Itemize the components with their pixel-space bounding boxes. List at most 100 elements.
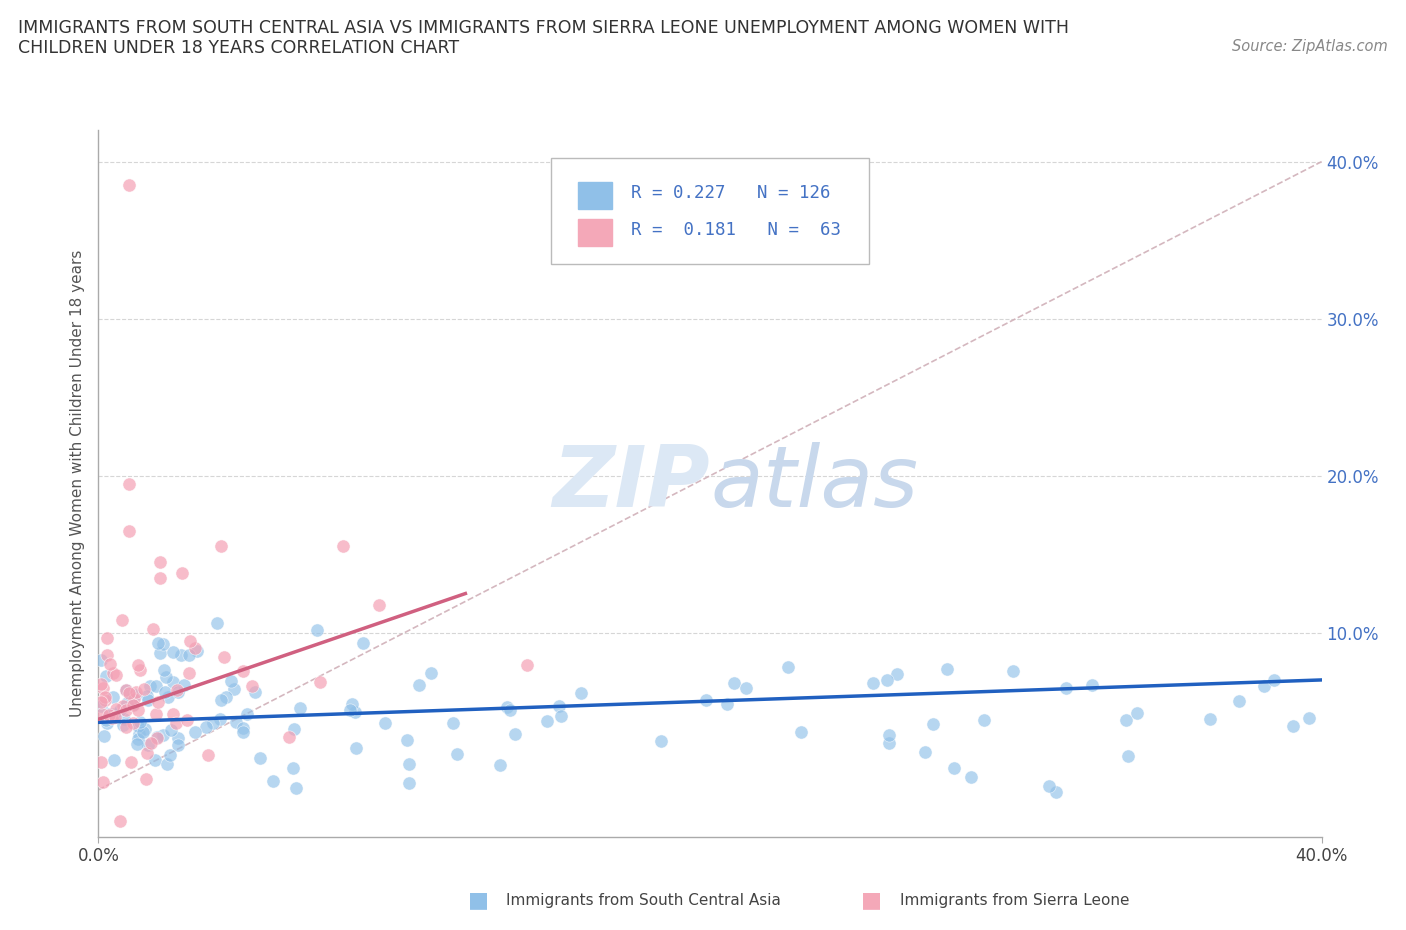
Point [152,636,174,651]
Point [240,678,263,693]
Point [1115,712,1137,727]
Point [118,476,141,491]
Point [96,631,118,645]
Point [127,718,149,733]
Point [127,732,149,747]
Point [225,715,247,730]
Point [167,684,190,699]
Point [122,692,145,707]
Point [283,722,305,737]
Point [121,754,143,769]
Bar [578,182,612,209]
Point [973,712,995,727]
Point [146,730,169,745]
Point [936,661,959,676]
Point [368,598,391,613]
Point [232,663,254,678]
Point [914,745,936,760]
Point [153,662,176,677]
Point [101,711,124,725]
Point [149,645,172,660]
Point [516,658,538,672]
Point [94,669,117,684]
Point [262,774,284,789]
Point [139,678,162,693]
Point [886,667,908,682]
Point [103,752,125,767]
Point [420,666,443,681]
Point [209,693,232,708]
Point [108,703,131,718]
Point [179,633,201,648]
Point [877,727,900,742]
Point [877,736,900,751]
Point [650,734,672,749]
Point [141,736,163,751]
Point [104,710,127,724]
Point [278,730,301,745]
Point [344,704,367,719]
Point [1126,706,1149,721]
Point [162,707,184,722]
Point [723,675,745,690]
Point [111,717,134,732]
Text: R =  0.181   N =  63: R = 0.181 N = 63 [630,221,841,239]
Point [695,692,717,707]
Point [236,706,259,721]
Point [115,719,138,734]
Point [166,737,188,752]
Point [307,623,329,638]
Point [145,679,167,694]
Point [215,690,238,705]
Point [96,716,118,731]
Point [111,612,134,627]
Point [90,695,112,710]
Point [129,663,152,678]
Point [115,683,138,698]
Point [284,780,307,795]
Point [136,737,159,752]
Point [374,716,396,731]
Point [232,721,254,736]
Point [159,748,181,763]
Text: R = 0.227   N = 126: R = 0.227 N = 126 [630,184,830,203]
Point [103,689,125,704]
Point [209,539,232,554]
Point [136,688,159,703]
Text: IMMIGRANTS FROM SOUTH CENTRAL ASIA VS IMMIGRANTS FROM SIERRA LEONE UNEMPLOYMENT : IMMIGRANTS FROM SOUTH CENTRAL ASIA VS IM… [18,19,1070,36]
Point [408,678,430,693]
Point [122,698,145,712]
Point [97,707,120,722]
Point [124,687,146,702]
Point [90,677,112,692]
Point [789,724,811,739]
Point [134,722,156,737]
Point [103,707,125,722]
Point [398,757,420,772]
Text: Immigrants from Sierra Leone: Immigrants from Sierra Leone [900,893,1129,908]
Point [166,730,188,745]
Point [128,726,150,741]
Point [93,689,115,704]
Point [735,681,758,696]
Point [146,695,169,710]
Point [162,644,184,659]
Point [862,676,884,691]
Point [166,683,188,698]
Point [499,703,522,718]
Point [205,615,228,630]
Point [339,702,361,717]
Point [960,770,983,785]
Point [1199,711,1222,726]
Point [136,745,159,760]
Point [142,621,165,636]
Point [548,698,571,713]
Point [91,681,114,696]
Point [179,665,201,680]
Point [91,707,114,722]
Point [219,673,242,688]
Point [121,691,143,706]
Point [184,640,207,655]
Point [153,684,176,699]
Point [1054,681,1077,696]
